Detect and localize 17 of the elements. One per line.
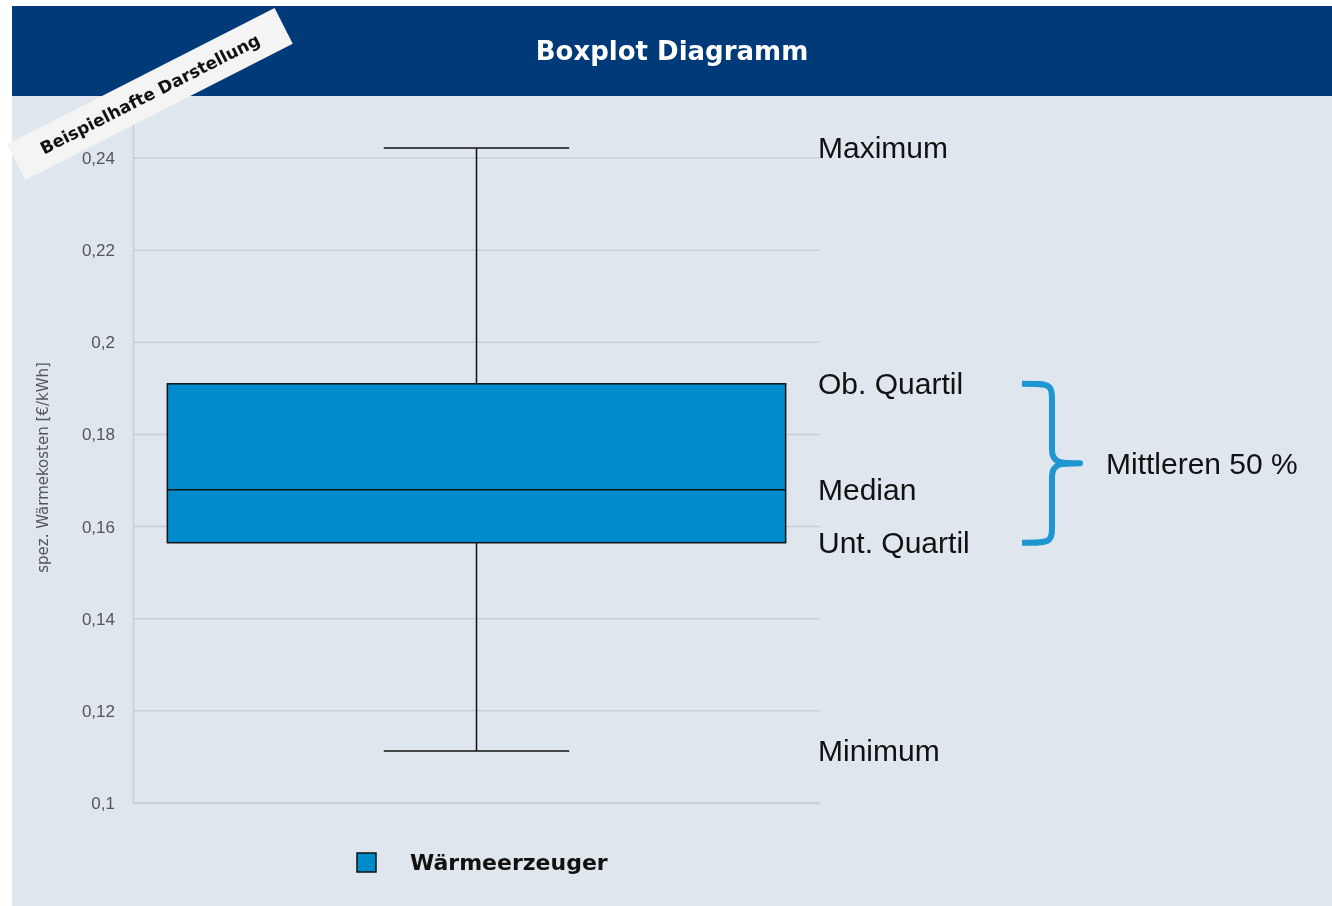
y-tick-label: 0,22 — [81, 241, 115, 261]
annotation: Ob. Quartil — [818, 367, 964, 401]
y-tick-label: 0,14 — [81, 609, 115, 629]
annotation: Minimum — [818, 734, 940, 768]
chart-title: Boxplot Diagramm — [535, 36, 809, 66]
y-tick-label: 0,1 — [91, 793, 115, 813]
y-tick-label: 0,24 — [81, 149, 115, 169]
annotation: Median — [818, 473, 917, 507]
legend-label: Wärmeerzeuger — [410, 849, 608, 875]
y-tick-label: 0,16 — [81, 517, 115, 537]
y-tick-label: 0,12 — [81, 701, 115, 721]
annotation: Unt. Quartil — [818, 526, 970, 560]
y-tick-label: 0,18 — [81, 425, 115, 445]
annotation: Maximum — [818, 131, 949, 165]
y-axis-title: spez. Wärmekosten [€/kWh] — [34, 362, 52, 573]
y-tick-label: 0,2 — [91, 333, 115, 353]
text: Mittleren 50 % — [1106, 446, 1298, 480]
